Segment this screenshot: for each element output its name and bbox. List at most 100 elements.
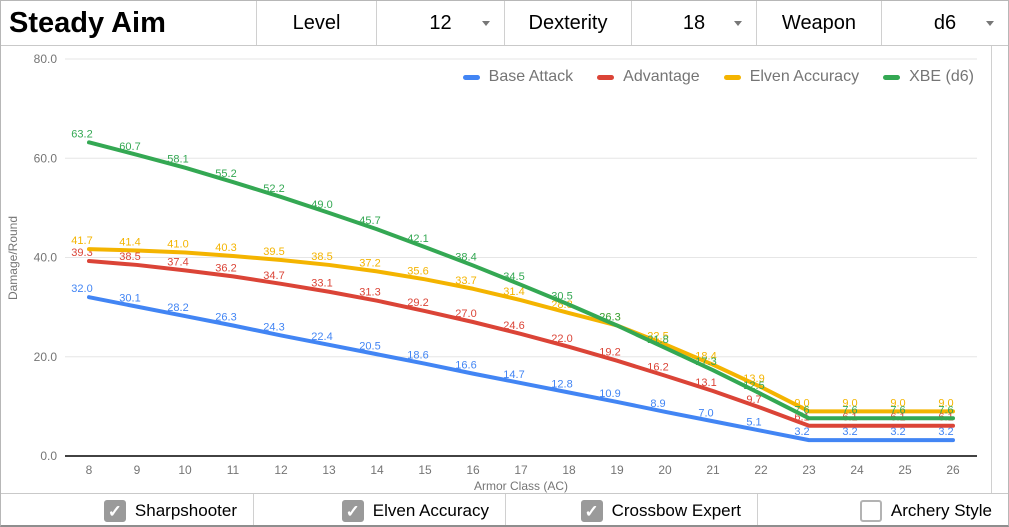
data-label: 14.7 — [503, 369, 524, 381]
legend-item-xbe-d6[interactable]: XBE (d6) — [883, 68, 974, 86]
data-label: 41.4 — [119, 237, 140, 249]
x-tick-label: 26 — [946, 463, 960, 477]
line-chart-plot: 0.0 20.0 40.0 60.0 80.0 8 9 10 11 12 13 14 15 16 17 18 1… — [6, 52, 977, 493]
page-title: Steady Aim — [9, 6, 166, 39]
data-label: 34.7 — [263, 270, 284, 282]
data-label: 20.5 — [359, 340, 380, 352]
check-icon: ✓ — [107, 501, 123, 521]
data-label: 9.0 — [842, 397, 857, 409]
chevron-down-icon — [986, 21, 994, 26]
damage-chart: Base Attack Advantage Elven Accuracy XBE… — [1, 46, 1008, 493]
series-swatch — [597, 74, 615, 80]
data-label: 26.3 — [215, 311, 236, 323]
data-label: 31.3 — [359, 287, 380, 299]
y-tick-label: 20.0 — [34, 350, 58, 364]
checkbox-label: Archery Style — [890, 501, 992, 520]
chevron-down-icon — [482, 21, 490, 26]
y-tick-label: 40.0 — [34, 251, 58, 265]
data-label: 28.2 — [167, 302, 188, 314]
data-label: 37.2 — [359, 257, 380, 269]
toggle-elven-accuracy: ✓ Elven Accuracy — [253, 494, 505, 525]
data-label: 9.0 — [890, 397, 905, 409]
toggle-archery-style: ✓ Archery Style — [757, 494, 1008, 525]
data-label: 32.0 — [71, 283, 92, 295]
series-line-advantage — [87, 258, 955, 428]
data-label: 10.9 — [599, 388, 620, 400]
data-label: 3.2 — [842, 426, 857, 438]
weapon-value: d6 — [933, 11, 957, 34]
level-value: 12 — [429, 11, 452, 34]
series-line-base-attack — [87, 295, 955, 443]
series-line-xbe-d6- — [87, 140, 955, 421]
legend-item-elven-accuracy[interactable]: Elven Accuracy — [723, 68, 860, 86]
x-tick-label: 19 — [610, 463, 624, 477]
x-tick-label: 15 — [418, 463, 432, 477]
toggle-sharpshooter: ✓ Sharpshooter — [1, 494, 253, 525]
data-label: 36.2 — [215, 262, 236, 274]
dexterity-label: Dexterity — [504, 1, 631, 45]
data-label: 30.1 — [119, 293, 140, 305]
elven-accuracy-checkbox[interactable]: ✓ — [341, 500, 364, 522]
sharpshooter-checkbox[interactable]: ✓ — [103, 500, 126, 522]
data-label: 40.3 — [215, 242, 236, 254]
dexterity-value: 18 — [682, 11, 706, 34]
data-label: 9.0 — [938, 397, 953, 409]
x-tick-label: 16 — [466, 463, 480, 477]
x-tick-label: 12 — [274, 463, 288, 477]
checkbox-label: Sharpshooter — [134, 501, 237, 520]
archery-style-checkbox[interactable]: ✓ — [859, 500, 882, 522]
data-label: 8.9 — [650, 398, 665, 410]
data-label: 38.5 — [119, 251, 140, 263]
x-tick-label: 17 — [514, 463, 528, 477]
data-label: 27.0 — [455, 308, 476, 320]
x-tick-label: 18 — [562, 463, 576, 477]
legend-label: Elven Accuracy — [749, 68, 860, 85]
crossbow-expert-checkbox[interactable]: ✓ — [580, 500, 603, 522]
series-line-elven-accuracy — [87, 247, 955, 414]
x-tick-label: 10 — [178, 463, 192, 477]
level-label: Level — [256, 1, 376, 45]
data-label: 38.5 — [311, 251, 332, 263]
level-dropdown[interactable]: 12 — [376, 1, 504, 45]
data-label: 18.6 — [407, 350, 428, 362]
check-icon: ✓ — [345, 501, 360, 521]
legend-label: Base Attack — [488, 68, 574, 85]
data-label: 35.6 — [407, 265, 428, 277]
chevron-down-icon — [734, 21, 742, 26]
toggle-crossbow-expert: ✓ Crossbow Expert — [505, 494, 757, 525]
weapon-dropdown[interactable]: d6 — [881, 1, 1008, 45]
checkbox-label: Crossbow Expert — [611, 501, 741, 520]
chart-legend: Base Attack Advantage Elven Accuracy XBE… — [462, 68, 974, 86]
data-label: 31.4 — [503, 286, 524, 298]
data-label: 41.0 — [167, 239, 188, 251]
data-label: 3.2 — [938, 426, 953, 438]
y-axis-title: Damage/Round — [6, 216, 20, 300]
data-label: 16.6 — [455, 360, 476, 372]
legend-item-base-attack[interactable]: Base Attack — [462, 68, 574, 86]
series-swatch — [462, 74, 480, 80]
check-icon: ✓ — [584, 501, 599, 521]
data-label: 33.1 — [311, 278, 332, 290]
header-bar: Steady Aim Level 12 Dexterity 18 Weapon … — [1, 1, 1008, 46]
series-swatch — [883, 74, 901, 80]
data-label: 41.7 — [71, 235, 92, 247]
data-label: 33.7 — [455, 275, 476, 287]
y-tick-label: 80.0 — [34, 52, 58, 66]
x-tick-label: 13 — [322, 463, 336, 477]
legend-item-advantage[interactable]: Advantage — [597, 68, 700, 86]
legend-label: XBE (d6) — [909, 68, 974, 85]
data-label: 63.2 — [71, 128, 92, 140]
y-tick-label: 0.0 — [40, 449, 57, 463]
data-label: 3.2 — [890, 426, 905, 438]
data-label: 3.2 — [794, 426, 809, 438]
dexterity-dropdown[interactable]: 18 — [631, 1, 756, 45]
x-tick-label: 14 — [370, 463, 384, 477]
feature-toggles: ✓ Sharpshooter ✓ Elven Accuracy ✓ Crossb… — [1, 493, 1008, 525]
data-label: 7.6 — [842, 404, 857, 416]
x-tick-label: 8 — [86, 463, 93, 477]
x-tick-label: 25 — [898, 463, 912, 477]
panel-divider — [991, 46, 992, 493]
data-label: 7.6 — [890, 404, 905, 416]
x-axis-title: Armor Class (AC) — [474, 479, 568, 493]
